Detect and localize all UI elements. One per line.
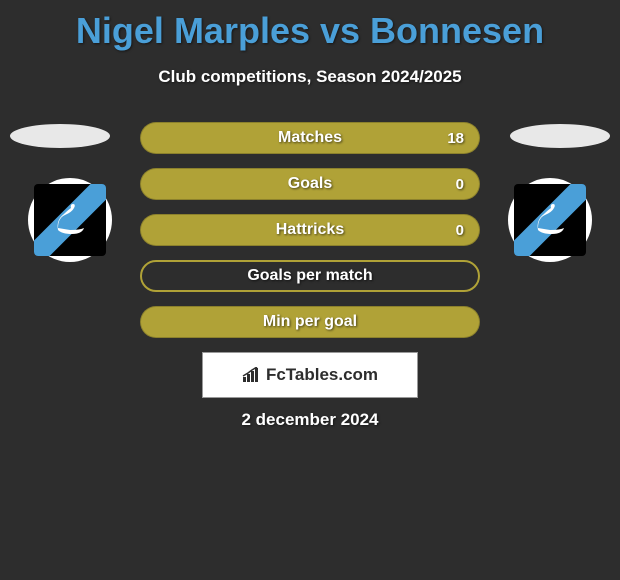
stat-label: Matches <box>141 129 479 147</box>
stat-value: 0 <box>456 176 464 193</box>
stat-label: Min per goal <box>141 313 479 331</box>
stat-label: Goals <box>141 175 479 193</box>
stat-label: Goals per match <box>142 267 478 285</box>
stat-row-goals-per-match: Goals per match <box>140 260 480 292</box>
stat-value: 0 <box>456 222 464 239</box>
stats-container: Matches 18 Goals 0 Hattricks 0 Goals per… <box>140 122 480 352</box>
stat-row-matches: Matches 18 <box>140 122 480 154</box>
stat-row-goals: Goals 0 <box>140 168 480 200</box>
swan-icon <box>50 200 90 240</box>
brand-box[interactable]: FcTables.com <box>202 352 418 398</box>
date-label: 2 december 2024 <box>0 410 620 430</box>
stat-row-hattricks: Hattricks 0 <box>140 214 480 246</box>
subtitle: Club competitions, Season 2024/2025 <box>0 67 620 87</box>
player-avatar-right <box>510 124 610 148</box>
club-badge-left <box>34 184 106 256</box>
swan-icon <box>530 200 570 240</box>
brand-text: FcTables.com <box>266 365 378 385</box>
club-logo-right <box>508 178 592 262</box>
page-title: Nigel Marples vs Bonnesen <box>0 0 620 52</box>
stat-row-min-per-goal: Min per goal <box>140 306 480 338</box>
brand-label: FcTables.com <box>242 365 378 385</box>
club-logo-left <box>28 178 112 262</box>
stat-label: Hattricks <box>141 221 479 239</box>
player-avatar-left <box>10 124 110 148</box>
stat-value: 18 <box>447 130 464 147</box>
chart-icon <box>242 367 262 383</box>
club-badge-right <box>514 184 586 256</box>
